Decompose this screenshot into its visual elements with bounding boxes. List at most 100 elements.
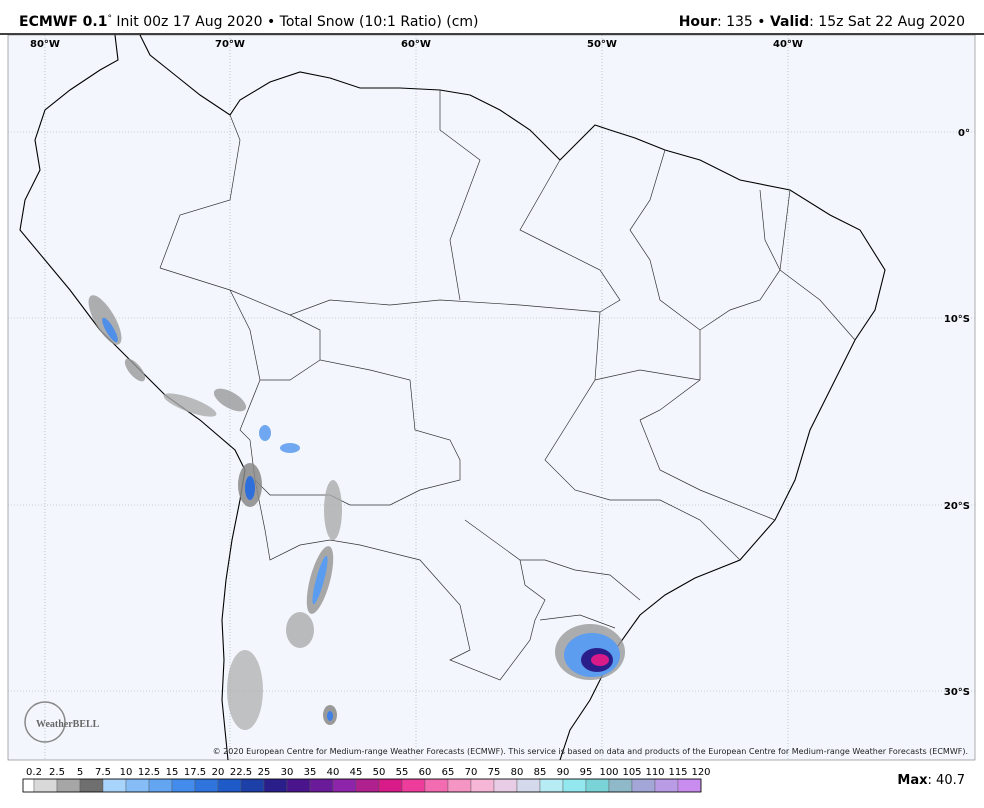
- legend-label: 25: [258, 767, 271, 778]
- legend-swatch: [22, 778, 35, 793]
- lon-label: 70°W: [215, 39, 245, 50]
- legend-swatch: [677, 778, 702, 793]
- snow-area: [327, 711, 333, 721]
- title: ECMWF 0.1° Init 00z 17 Aug 2020 • Total …: [19, 14, 479, 30]
- legend-frame: [22, 778, 702, 793]
- legend-swatch: [470, 778, 495, 793]
- snow-areas: [88, 295, 625, 730]
- valid-label: Valid: [770, 14, 809, 30]
- lat-label: 20°S: [944, 501, 970, 512]
- legend-swatch: [631, 778, 656, 793]
- legend-label: 7.5: [95, 767, 111, 778]
- legend-swatch: [263, 778, 288, 793]
- legend-swatch: [309, 778, 334, 793]
- borders: [159, 90, 856, 681]
- max-info: Max: 40.7: [897, 773, 965, 788]
- lon-label: 50°W: [587, 39, 617, 50]
- legend-label: 115: [668, 767, 687, 778]
- legend-swatch: [654, 778, 679, 793]
- legend-label: 110: [645, 767, 664, 778]
- snow-area: [102, 317, 118, 343]
- legend-label: 60: [419, 767, 432, 778]
- snow-area: [324, 480, 342, 540]
- legend-swatch: [516, 778, 541, 793]
- legend-label: 90: [557, 767, 570, 778]
- legend-label: 22.5: [230, 767, 252, 778]
- latitude-labels: 0° 10°S 20°S 30°S: [944, 128, 970, 698]
- legend-label: 100: [599, 767, 618, 778]
- legend-swatch: [562, 778, 587, 793]
- legend-label: 0.2: [26, 767, 42, 778]
- legend-swatch: [33, 778, 58, 793]
- legend-swatch: [608, 778, 633, 793]
- lon-label: 40°W: [773, 39, 803, 50]
- model: ECMWF 0.1: [19, 14, 107, 30]
- run-info: Init 00z 17 Aug 2020 • Total Snow (10:1 …: [112, 14, 479, 30]
- legend-swatch: [493, 778, 518, 793]
- legend-label: 105: [622, 767, 641, 778]
- lat-label: 30°S: [944, 687, 970, 698]
- snow-area: [591, 654, 609, 666]
- legend-label: 70: [465, 767, 478, 778]
- legend-swatch: [585, 778, 610, 793]
- legend-label: 45: [350, 767, 363, 778]
- legend-swatch: [79, 778, 104, 793]
- legend-label: 120: [691, 767, 710, 778]
- hour: : 135 •: [717, 14, 770, 30]
- legend-label: 20: [212, 767, 225, 778]
- color-legend: 0.2 2.5 5 7.5 10 12.5 15 17.5 20 22.5 25 30 35 40 45 50…: [22, 767, 711, 793]
- legend-swatch: [194, 778, 219, 793]
- lat-label: 10°S: [944, 314, 970, 325]
- snow-area: [227, 650, 263, 730]
- legend-label: 35: [304, 767, 317, 778]
- legend-label: 17.5: [184, 767, 206, 778]
- max-value: : 40.7: [928, 773, 965, 788]
- legend-swatch: [56, 778, 81, 793]
- legend-label: 30: [281, 767, 294, 778]
- legend-swatch: [424, 778, 449, 793]
- legend-label: 5: [77, 767, 83, 778]
- legend-label: 75: [488, 767, 501, 778]
- legend-swatch: [332, 778, 357, 793]
- legend-swatch: [539, 778, 564, 793]
- lon-label: 80°W: [30, 39, 60, 50]
- legend-swatch: [125, 778, 150, 793]
- lat-label: 0°: [958, 128, 970, 139]
- legend-label: 12.5: [138, 767, 160, 778]
- snow-area: [286, 612, 314, 648]
- legend-swatch: [240, 778, 265, 793]
- snow-area: [245, 476, 255, 500]
- legend-label: 15: [166, 767, 179, 778]
- logo: WeatherBELL: [24, 701, 100, 743]
- logo-text: WeatherBELL: [36, 719, 100, 730]
- valid-info: Hour: 135 • Valid: 15z Sat 22 Aug 2020: [679, 14, 965, 30]
- snow-area: [312, 555, 328, 605]
- legend-label: 80: [511, 767, 524, 778]
- legend-label: 2.5: [49, 767, 65, 778]
- max-label: Max: [897, 773, 928, 788]
- map-area: [7, 34, 976, 761]
- longitude-labels: 80°W 70°W 60°W 50°W 40°W: [30, 39, 803, 50]
- legend-swatch: [286, 778, 311, 793]
- legend-label: 65: [442, 767, 455, 778]
- graticule: [8, 35, 975, 760]
- degree: °: [107, 14, 112, 24]
- snow-area: [124, 358, 146, 382]
- legend-swatch: [378, 778, 403, 793]
- valid: : 15z Sat 22 Aug 2020: [809, 14, 965, 30]
- legend-label: 50: [373, 767, 386, 778]
- legend-label: 95: [580, 767, 593, 778]
- legend-swatch: [447, 778, 472, 793]
- legend-swatch: [148, 778, 173, 793]
- legend-swatch: [102, 778, 127, 793]
- copyright: © 2020 European Centre for Medium-range …: [213, 747, 968, 756]
- hour-label: Hour: [679, 14, 717, 30]
- legend-swatch: [217, 778, 242, 793]
- snow-area: [259, 425, 271, 441]
- lon-label: 60°W: [401, 39, 431, 50]
- legend-label: 40: [327, 767, 340, 778]
- legend-label: 85: [534, 767, 547, 778]
- snow-area: [163, 393, 217, 417]
- logo-ring: [24, 701, 66, 743]
